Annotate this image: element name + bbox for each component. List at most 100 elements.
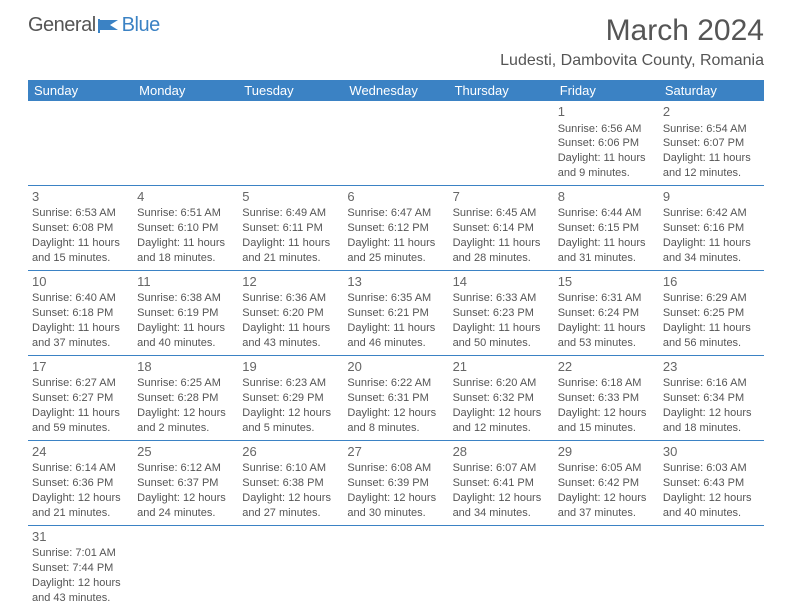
sunset-text: Sunset: 6:36 PM [32, 476, 129, 491]
calendar-cell: 1Sunrise: 6:56 AMSunset: 6:06 PMDaylight… [554, 101, 659, 185]
sunset-text: Sunset: 6:32 PM [453, 391, 550, 406]
day-number: 19 [242, 358, 339, 376]
day-number: 6 [347, 188, 444, 206]
day-number: 3 [32, 188, 129, 206]
sunset-text: Sunset: 6:12 PM [347, 221, 444, 236]
day-number: 30 [663, 443, 760, 461]
sunrise-text: Sunrise: 6:27 AM [32, 376, 129, 391]
day-header: Sunday [28, 80, 133, 101]
sunrise-text: Sunrise: 6:18 AM [558, 376, 655, 391]
logo-text-left: General [28, 14, 96, 37]
day-number: 31 [32, 528, 129, 546]
day-header: Monday [133, 80, 238, 101]
sunset-text: Sunset: 6:28 PM [137, 391, 234, 406]
calendar-cell [28, 101, 133, 185]
sunrise-text: Sunrise: 6:20 AM [453, 376, 550, 391]
day-number: 8 [558, 188, 655, 206]
calendar-row: 31Sunrise: 7:01 AMSunset: 7:44 PMDayligh… [28, 525, 764, 609]
daylight-text: Daylight: 12 hours and 5 minutes. [242, 406, 339, 436]
day-header: Tuesday [238, 80, 343, 101]
sunset-text: Sunset: 6:27 PM [32, 391, 129, 406]
sunrise-text: Sunrise: 6:45 AM [453, 206, 550, 221]
calendar-cell: 31Sunrise: 7:01 AMSunset: 7:44 PMDayligh… [28, 525, 133, 609]
calendar-cell [343, 525, 448, 609]
sunset-text: Sunset: 6:37 PM [137, 476, 234, 491]
day-header: Thursday [449, 80, 554, 101]
calendar-cell: 19Sunrise: 6:23 AMSunset: 6:29 PMDayligh… [238, 355, 343, 440]
title-block: March 2024 Ludesti, Dambovita County, Ro… [500, 14, 764, 70]
month-title: March 2024 [500, 14, 764, 48]
daylight-text: Daylight: 12 hours and 40 minutes. [663, 491, 760, 521]
calendar-table: Sunday Monday Tuesday Wednesday Thursday… [28, 80, 764, 610]
day-number: 20 [347, 358, 444, 376]
calendar-cell: 9Sunrise: 6:42 AMSunset: 6:16 PMDaylight… [659, 185, 764, 270]
logo: General Blue [28, 14, 160, 37]
day-number: 25 [137, 443, 234, 461]
daylight-text: Daylight: 11 hours and 43 minutes. [242, 321, 339, 351]
sunrise-text: Sunrise: 6:25 AM [137, 376, 234, 391]
calendar-cell: 5Sunrise: 6:49 AMSunset: 6:11 PMDaylight… [238, 185, 343, 270]
calendar-cell [659, 525, 764, 609]
daylight-text: Daylight: 11 hours and 31 minutes. [558, 236, 655, 266]
calendar-cell [133, 525, 238, 609]
sunrise-text: Sunrise: 6:33 AM [453, 291, 550, 306]
daylight-text: Daylight: 11 hours and 59 minutes. [32, 406, 129, 436]
sunset-text: Sunset: 6:38 PM [242, 476, 339, 491]
sunrise-text: Sunrise: 6:38 AM [137, 291, 234, 306]
daylight-text: Daylight: 11 hours and 37 minutes. [32, 321, 129, 351]
calendar-cell: 25Sunrise: 6:12 AMSunset: 6:37 PMDayligh… [133, 440, 238, 525]
daylight-text: Daylight: 11 hours and 28 minutes. [453, 236, 550, 266]
sunset-text: Sunset: 6:25 PM [663, 306, 760, 321]
day-number: 29 [558, 443, 655, 461]
daylight-text: Daylight: 12 hours and 15 minutes. [558, 406, 655, 436]
day-number: 27 [347, 443, 444, 461]
daylight-text: Daylight: 11 hours and 56 minutes. [663, 321, 760, 351]
day-header: Friday [554, 80, 659, 101]
sunrise-text: Sunrise: 6:49 AM [242, 206, 339, 221]
day-number: 14 [453, 273, 550, 291]
calendar-row: 24Sunrise: 6:14 AMSunset: 6:36 PMDayligh… [28, 440, 764, 525]
calendar-cell [449, 525, 554, 609]
day-number: 9 [663, 188, 760, 206]
sunset-text: Sunset: 6:43 PM [663, 476, 760, 491]
sunrise-text: Sunrise: 6:14 AM [32, 461, 129, 476]
day-number: 26 [242, 443, 339, 461]
day-number: 28 [453, 443, 550, 461]
calendar-row: 1Sunrise: 6:56 AMSunset: 6:06 PMDaylight… [28, 101, 764, 185]
day-number: 15 [558, 273, 655, 291]
sunset-text: Sunset: 6:24 PM [558, 306, 655, 321]
day-header-row: Sunday Monday Tuesday Wednesday Thursday… [28, 80, 764, 101]
calendar-cell [343, 101, 448, 185]
calendar-row: 3Sunrise: 6:53 AMSunset: 6:08 PMDaylight… [28, 185, 764, 270]
daylight-text: Daylight: 12 hours and 2 minutes. [137, 406, 234, 436]
sunset-text: Sunset: 6:07 PM [663, 136, 760, 151]
daylight-text: Daylight: 11 hours and 46 minutes. [347, 321, 444, 351]
calendar-cell: 21Sunrise: 6:20 AMSunset: 6:32 PMDayligh… [449, 355, 554, 440]
day-number: 16 [663, 273, 760, 291]
calendar-cell: 3Sunrise: 6:53 AMSunset: 6:08 PMDaylight… [28, 185, 133, 270]
sunrise-text: Sunrise: 6:23 AM [242, 376, 339, 391]
calendar-cell: 29Sunrise: 6:05 AMSunset: 6:42 PMDayligh… [554, 440, 659, 525]
sunset-text: Sunset: 6:39 PM [347, 476, 444, 491]
sunrise-text: Sunrise: 6:08 AM [347, 461, 444, 476]
calendar-row: 10Sunrise: 6:40 AMSunset: 6:18 PMDayligh… [28, 270, 764, 355]
calendar-cell: 26Sunrise: 6:10 AMSunset: 6:38 PMDayligh… [238, 440, 343, 525]
sunrise-text: Sunrise: 6:44 AM [558, 206, 655, 221]
logo-text-right: Blue [122, 14, 160, 37]
calendar-cell [133, 101, 238, 185]
calendar-cell: 16Sunrise: 6:29 AMSunset: 6:25 PMDayligh… [659, 270, 764, 355]
day-number: 4 [137, 188, 234, 206]
daylight-text: Daylight: 12 hours and 18 minutes. [663, 406, 760, 436]
sunset-text: Sunset: 6:31 PM [347, 391, 444, 406]
header: General Blue March 2024 Ludesti, Dambovi… [28, 14, 764, 70]
sunset-text: Sunset: 6:15 PM [558, 221, 655, 236]
daylight-text: Daylight: 11 hours and 53 minutes. [558, 321, 655, 351]
sunset-text: Sunset: 6:23 PM [453, 306, 550, 321]
day-number: 13 [347, 273, 444, 291]
calendar-cell: 7Sunrise: 6:45 AMSunset: 6:14 PMDaylight… [449, 185, 554, 270]
day-header: Saturday [659, 80, 764, 101]
flag-icon [98, 18, 120, 34]
sunrise-text: Sunrise: 6:56 AM [558, 122, 655, 137]
daylight-text: Daylight: 11 hours and 50 minutes. [453, 321, 550, 351]
daylight-text: Daylight: 12 hours and 8 minutes. [347, 406, 444, 436]
